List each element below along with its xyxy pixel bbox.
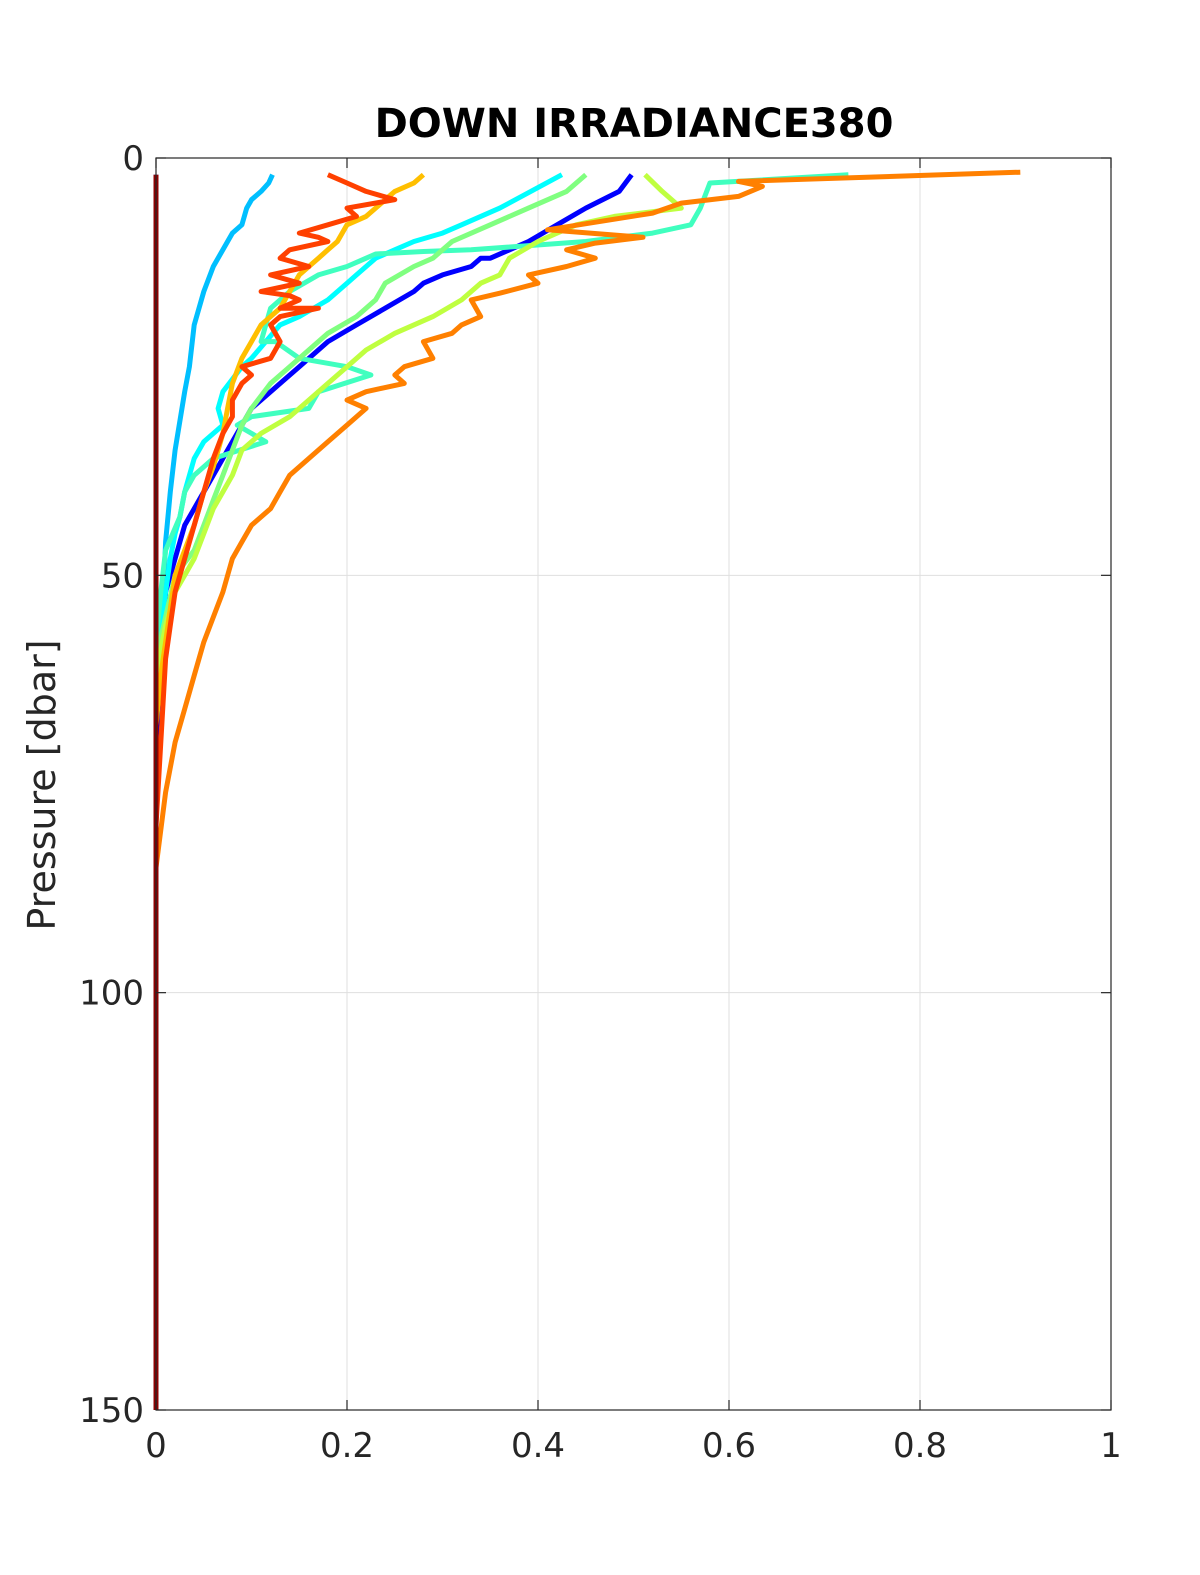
x-tick-label: 0.8 — [893, 1426, 947, 1466]
x-tick-label: 1 — [1100, 1426, 1122, 1466]
series-line-8 — [153, 172, 426, 726]
y-tick-label: 150 — [79, 1391, 144, 1431]
y-tick-label: 100 — [79, 974, 144, 1014]
grid — [156, 158, 1111, 1410]
series-line-10 — [153, 172, 398, 826]
x-tick-label: 0.4 — [511, 1426, 565, 1466]
chart-title: DOWN IRRADIANCE380 — [375, 101, 894, 147]
series-line-6 — [153, 172, 588, 660]
series-group — [153, 169, 1021, 1410]
x-tick-label: 0.2 — [320, 1426, 374, 1466]
ticks: 0 0.2 0.4 0.6 0.8 1 0 50 100 150 — [79, 139, 1122, 1466]
y-axis-label: Pressure [dbar] — [20, 639, 64, 930]
series-line-9 — [153, 169, 1021, 868]
series-line-3 — [153, 173, 275, 701]
series-line-2 — [153, 173, 634, 743]
y-tick-label: 50 — [101, 556, 144, 596]
x-tick-label: 0 — [145, 1426, 167, 1466]
x-tick-label: 0.6 — [702, 1426, 756, 1466]
y-tick-label: 0 — [122, 139, 144, 179]
plot-frame — [155, 157, 1112, 1411]
series-line-5 — [153, 172, 849, 643]
